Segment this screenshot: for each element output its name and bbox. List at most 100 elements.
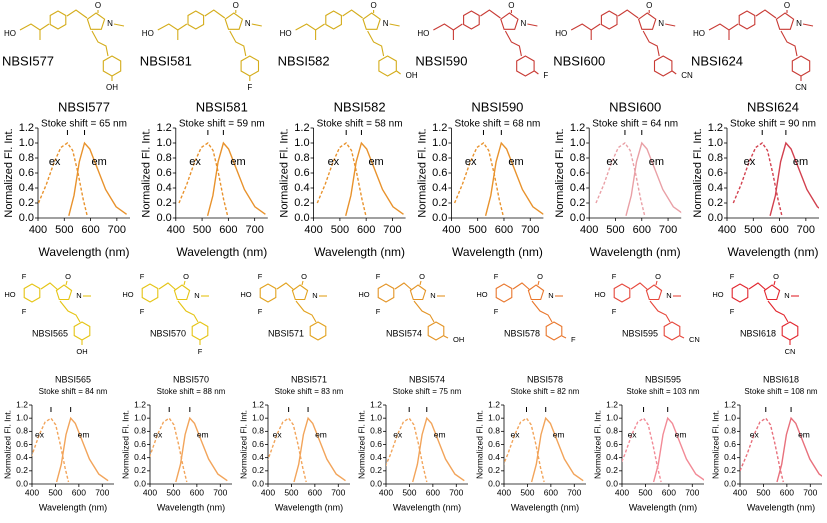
atom-label: F [140,272,145,281]
substituent: OH [106,83,118,92]
substituent: OH [453,335,464,344]
bond [527,23,538,27]
x-tick-label: 400 [733,487,747,497]
structure: F HO F O N CN NBSI595 [594,272,699,344]
x-tick-label: 600 [495,224,513,236]
y-tick-label: 1.2 [19,122,34,134]
y-tick-label: 0.0 [252,478,264,488]
y-axis-label: Normalized Fl. Int. [692,128,704,217]
series-label: em [508,156,523,168]
spectrum-line [38,142,88,216]
spectrum-line [293,416,346,483]
bond [419,280,422,286]
compound-label: NBSI577 [2,53,54,68]
ring [377,283,395,303]
y-tick-label: 0.0 [570,212,585,224]
y-axis-label: Normalized Fl. Int. [3,128,15,217]
y-tick-label: 0.2 [157,197,172,209]
structure: HO ON CN NBSI624 [691,1,814,92]
y-tick-label: 1.2 [570,122,585,134]
chart-subtitle: Stoke shift = 65 nm [41,119,127,130]
x-tick-label: 600 [633,224,651,236]
series-label: ex [750,429,760,439]
structure: F HO F O N NBSI571 [240,272,327,341]
x-tick-label: 500 [193,224,211,236]
series-label: em [793,156,808,168]
atom-label: O [655,272,661,281]
x-tick-label: 400 [29,224,47,236]
x-axis-label: Wavelength (nm) [393,502,461,512]
spectrum-line [206,141,266,216]
atom-label: HO [693,29,705,38]
atom-label: N [383,19,389,28]
x-tick-label: 400 [615,487,629,497]
substituent: OH [76,347,87,356]
atom-label: HO [122,290,133,299]
compound-label: NBSI570 [150,328,186,338]
y-tick-label: 0.6 [432,167,447,179]
y-tick-label: 0.4 [294,182,309,194]
x-tick-label: 700 [659,224,677,236]
y-tick-label: 1.0 [606,412,618,422]
y-tick-label: 0.8 [252,426,264,436]
chart-title: NBSI571 [291,374,327,384]
x-tick-label: 600 [770,224,788,236]
spectrum-line [68,141,128,216]
y-tick-label: 0.2 [370,465,382,475]
y-tick-label: 1.0 [488,412,500,422]
atom-label: HO [712,290,723,299]
substituent: F [198,347,203,356]
x-tick-label: 400 [25,487,39,497]
y-axis-label: Normalized Fl. Int. [141,128,153,217]
bond [512,282,531,291]
spectrum-line [732,142,783,216]
atom-label: O [508,1,514,10]
chart-subtitle: Stoke shift = 64 nm [592,119,678,130]
bond [671,70,677,75]
chart-title: NBSI582 [334,99,386,114]
series-label: em [675,429,687,439]
y-tick-label: 1.0 [708,137,723,149]
x-tick-label: 400 [718,224,736,236]
bond [679,335,685,339]
structure: F HO F O N OH NBSI574 [358,272,464,344]
bond [773,280,776,286]
bond [157,23,188,31]
y-axis-label: Normalized Fl. Int. [120,410,130,479]
x-tick-label: 600 [357,224,375,236]
ring [495,283,513,303]
y-tick-label: 0.2 [16,465,28,475]
y-tick-label: 0.4 [134,452,146,462]
ring [791,55,811,77]
x-tick-label: 400 [304,224,322,236]
spectrum-line [178,142,229,216]
bond [570,23,601,31]
ring [731,283,749,303]
x-tick-label: 700 [567,487,581,497]
structure: HO ON F NBSI590 [415,1,548,80]
compound-label: NBSI582 [278,53,330,68]
atom-label: O [233,1,239,10]
y-tick-label: 1.2 [432,122,447,134]
chart-subtitle: Stoke shift = 103 nm [626,387,699,396]
atom-label: N [796,19,802,28]
substituent: CN [785,347,796,356]
atom-label: O [419,272,425,281]
series-label: ex [606,156,618,168]
structure: F HO F O N OH NBSI565 [4,272,91,356]
bond [177,300,199,323]
series-label: ex [511,429,521,439]
bond [642,30,660,57]
y-tick-label: 0.4 [606,452,618,462]
series-label: em [78,429,90,439]
y-axis-label: Normalized Fl. Int. [356,410,366,479]
bond [561,335,567,339]
x-tick-label: 600 [780,487,794,497]
bond [396,70,401,75]
series-label: em [798,429,810,439]
y-tick-label: 1.2 [708,122,723,134]
ring [224,12,244,30]
y-tick-label: 0.0 [19,212,34,224]
y-tick-label: 0.0 [708,212,723,224]
